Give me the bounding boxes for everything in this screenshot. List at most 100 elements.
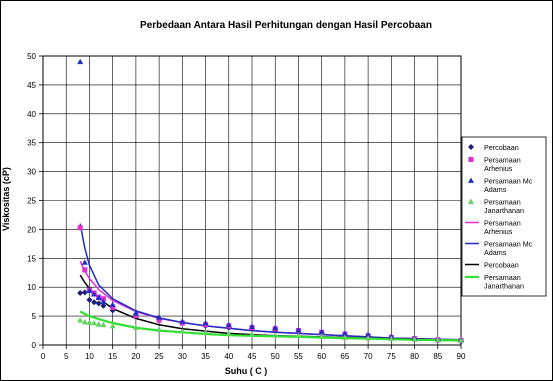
x-tick-label: 70: [364, 352, 373, 361]
data-point: [156, 317, 162, 323]
data-point: [249, 323, 255, 329]
legend-label: Janarthanan: [484, 282, 524, 291]
series-markers-3: [77, 317, 464, 343]
data-point: [77, 289, 84, 296]
data-point: [109, 301, 116, 307]
data-point: [225, 330, 232, 336]
data-point: [225, 321, 232, 328]
y-tick-label: 40: [27, 110, 36, 119]
data-point: [95, 321, 102, 327]
y-tick-label: 35: [27, 139, 36, 148]
data-point: [100, 298, 107, 305]
data-point: [82, 267, 88, 273]
data-point: [341, 334, 348, 340]
data-point: [109, 322, 116, 329]
legend-label: Percobaan: [484, 261, 519, 270]
legend-swatch: [468, 156, 474, 163]
legend-label: Adams: [484, 185, 507, 194]
data-point: [295, 332, 302, 339]
y-tick-label: 20: [27, 225, 36, 234]
data-point: [91, 299, 98, 306]
x-tick-label: 30: [178, 352, 187, 361]
series-line-7: [79, 310, 462, 342]
data-point: [318, 333, 325, 339]
x-tick-label: 20: [131, 352, 140, 361]
y-tick-label: 45: [27, 81, 36, 90]
data-point: [272, 332, 279, 338]
legend-label: Arhenius: [484, 227, 513, 236]
data-point: [77, 58, 84, 65]
x-axis-label: Suhu ( C ): [225, 366, 268, 376]
chart-title: Perbedaan Antara Hasil Perhitungan denga…: [140, 20, 432, 31]
y-tick-label: 30: [27, 168, 36, 177]
y-tick-label: 5: [32, 312, 37, 321]
y-tick-label: 25: [27, 197, 36, 206]
legend-label: Persamaan Mc: [484, 240, 533, 249]
x-tick-label: 5: [64, 352, 69, 361]
legend-label: Persamaan: [484, 273, 521, 282]
data-point: [91, 291, 98, 297]
data-point: [86, 287, 93, 294]
data-point: [295, 326, 302, 333]
data-point: [100, 321, 107, 328]
legend-label: Persamaan: [484, 198, 521, 207]
data-point: [388, 335, 395, 342]
y-tick-label: 0: [32, 341, 37, 350]
x-tick-label: 80: [410, 352, 419, 361]
data-point: [458, 337, 464, 343]
legend-label: Adams: [484, 248, 507, 257]
legend-swatch: [468, 177, 474, 183]
data-point: [179, 328, 186, 334]
data-point: [341, 330, 348, 336]
y-tick-label: 50: [27, 52, 36, 61]
y-tick-label: 10: [27, 283, 36, 292]
data-point: [179, 318, 186, 324]
data-point: [77, 225, 83, 231]
y-tick-label: 15: [27, 254, 36, 263]
data-point: [86, 296, 93, 303]
data-point: [100, 302, 107, 309]
x-tick-label: 25: [155, 352, 164, 361]
data-point: [110, 304, 116, 310]
legend-label: Persamaan: [484, 156, 521, 165]
x-tick-label: 10: [85, 352, 94, 361]
x-tick-label: 0: [41, 352, 46, 361]
x-tick-label: 15: [108, 352, 117, 361]
legend-label: Percobaan: [484, 143, 519, 152]
data-point: [272, 324, 279, 331]
data-point: [434, 336, 441, 343]
x-tick-label: 60: [317, 352, 326, 361]
data-point: [95, 300, 102, 307]
data-point: [86, 319, 93, 325]
legend-box: [461, 136, 547, 297]
legend-swatch: [468, 144, 474, 150]
data-point: [95, 294, 102, 301]
legend-swatch: [468, 198, 474, 204]
x-tick-label: 55: [294, 352, 303, 361]
y-axis-label: Viskositas (cP): [1, 167, 11, 231]
x-tick-label: 90: [457, 352, 466, 361]
x-tick-label: 65: [340, 352, 349, 361]
x-tick-label: 40: [224, 352, 233, 361]
data-point: [77, 317, 84, 323]
data-point: [132, 310, 139, 316]
data-point: [81, 259, 88, 265]
x-tick-label: 35: [201, 352, 210, 361]
plot-area: 0 5 10 15 20 25 30 35 40 45 50 55 60 65 70 75 80 85 90 0 5 10…: [27, 52, 466, 361]
data-point: [318, 328, 325, 335]
data-point: [91, 320, 98, 326]
legend-label: Janarthanan: [484, 206, 524, 215]
data-point: [411, 336, 418, 342]
x-tick-label: 75: [387, 352, 396, 361]
data-point: [249, 331, 255, 337]
data-point: [156, 326, 163, 332]
x-tick-label: 45: [248, 352, 257, 361]
x-tick-label: 85: [433, 352, 442, 361]
data-point: [156, 314, 163, 320]
legend-label: Persamaan: [484, 219, 521, 228]
data-point: [81, 289, 88, 296]
x-tick-label: 50: [271, 352, 280, 361]
